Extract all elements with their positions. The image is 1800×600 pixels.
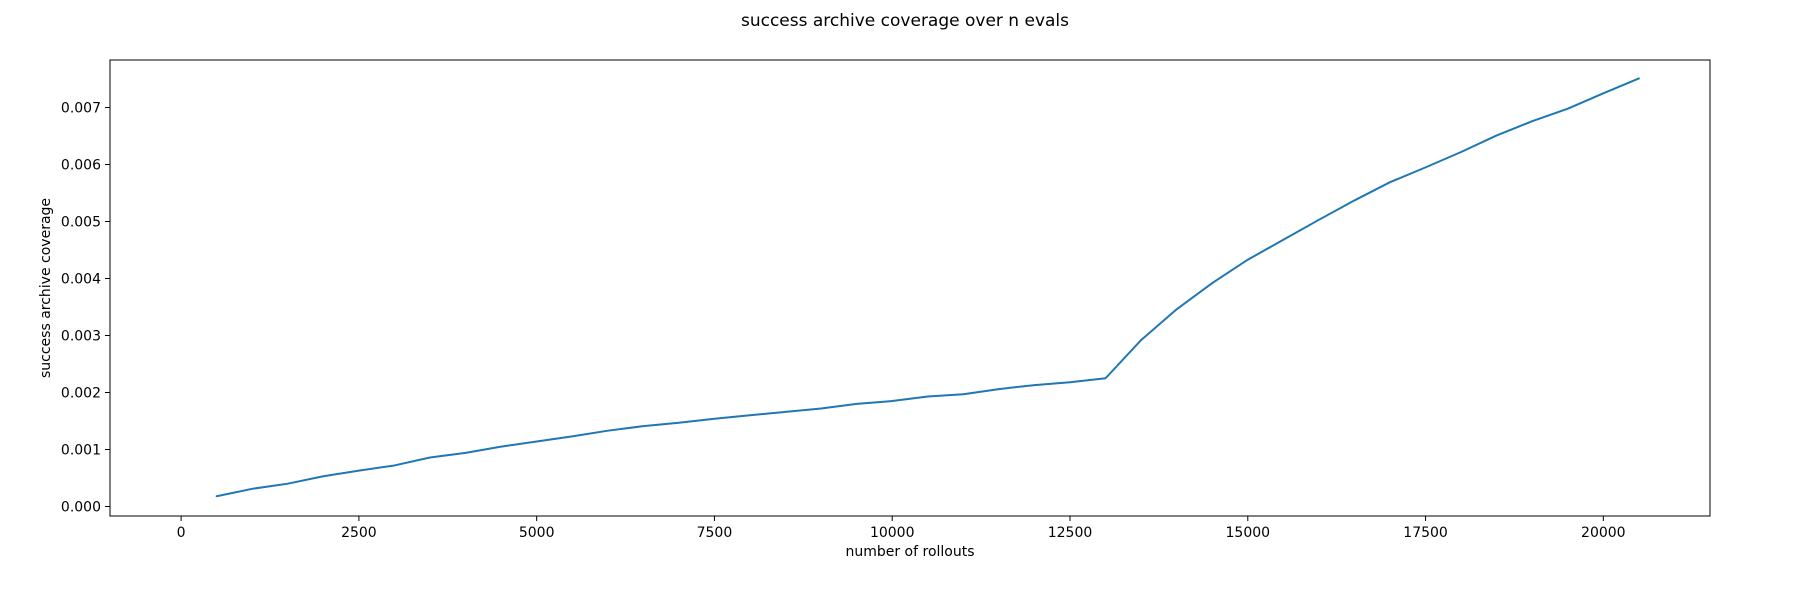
data-point — [1316, 217, 1322, 223]
plot-area — [109, 59, 1711, 517]
data-point — [214, 493, 220, 499]
data-point — [463, 450, 469, 456]
data-point — [640, 423, 646, 429]
data-point — [996, 386, 1002, 392]
y-axis: 0.000 0.001 0.002 0.003 0.004 0.005 0.006 0.007 — [61, 101, 110, 515]
data-point — [1103, 375, 1109, 381]
plot-frame — [109, 59, 1711, 517]
data-point — [1423, 164, 1429, 170]
data-point — [569, 433, 575, 439]
y-tick-label: 0.006 — [61, 158, 101, 174]
y-tick-label: 0.005 — [61, 215, 101, 231]
data-point — [960, 391, 966, 397]
y-tick-label: 0.000 — [61, 499, 101, 515]
y-tick-label: 0.002 — [61, 385, 101, 401]
y-tick-label: 0.001 — [61, 442, 101, 458]
data-point — [1067, 379, 1073, 385]
x-tick-label: 10000 — [870, 525, 915, 541]
x-tick-label: 12500 — [1048, 525, 1093, 541]
data-point — [1245, 257, 1251, 263]
data-point — [1351, 197, 1357, 203]
y-tick-label: 0.007 — [61, 101, 101, 117]
data-point — [747, 412, 753, 418]
data-point — [1458, 149, 1464, 155]
data-point — [1636, 75, 1642, 81]
chart-title: success archive coverage over n evals — [741, 11, 1069, 31]
data-point — [285, 481, 291, 487]
data-point — [1494, 132, 1500, 138]
data-point — [1387, 179, 1393, 185]
data-point — [356, 468, 362, 474]
x-tick-label: 5000 — [519, 525, 555, 541]
data-point — [249, 486, 255, 492]
data-point — [1031, 382, 1037, 388]
data-point — [1174, 306, 1180, 312]
y-axis-label: success archive coverage — [38, 198, 54, 378]
x-axis-label: number of rollouts — [845, 544, 974, 560]
data-point — [676, 420, 682, 426]
data-point — [534, 439, 540, 445]
x-tick-label: 2500 — [341, 525, 377, 541]
data-point — [1600, 90, 1606, 96]
x-tick-label: 0 — [177, 525, 186, 541]
data-point — [889, 398, 895, 404]
data-point — [1138, 337, 1144, 343]
x-tick-label: 17500 — [1403, 525, 1448, 541]
y-tick-label: 0.003 — [61, 329, 101, 345]
data-point — [391, 462, 397, 468]
x-tick-label: 20000 — [1581, 525, 1626, 541]
data-point — [1209, 280, 1215, 286]
data-point — [854, 401, 860, 407]
data-point — [711, 416, 717, 422]
data-point — [427, 454, 433, 460]
x-tick-label: 15000 — [1226, 525, 1271, 541]
data-point — [1565, 106, 1571, 112]
data-point — [320, 473, 326, 479]
y-tick-label: 0.004 — [61, 272, 101, 288]
data-point — [783, 409, 789, 415]
data-point — [818, 405, 824, 411]
data-point — [925, 393, 931, 399]
data-point — [605, 428, 611, 434]
data-point — [1529, 118, 1535, 124]
x-axis: 0 2500 5000 7500 10000 12500 15000 17500 20000 — [177, 516, 1626, 541]
data-point — [498, 444, 504, 450]
data-point — [1280, 237, 1286, 243]
x-tick-label: 7500 — [697, 525, 733, 541]
series-line — [215, 77, 1640, 498]
